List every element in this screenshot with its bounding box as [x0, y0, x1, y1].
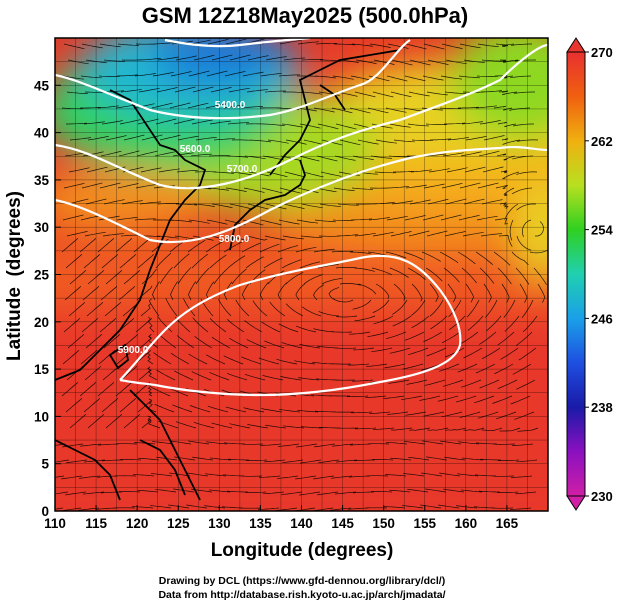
y-tick-label: 20 [34, 315, 49, 330]
y-axis: 0 5 10 15 20 25 30 35 40 45 [34, 78, 61, 519]
colorbar-label: 254 [591, 223, 613, 238]
colorbar: 230 238 246 254 262 270 [566, 37, 613, 511]
coastline [55, 439, 121, 501]
colorbar-bottom-triangle [566, 495, 586, 511]
colorbar-label: 262 [591, 134, 613, 149]
x-tick-label: 145 [331, 516, 354, 531]
coastlines [55, 49, 401, 501]
colorbar-label: 230 [591, 489, 613, 504]
x-axis-label: Longitude (degrees) [211, 540, 394, 561]
x-axis: 110 115 120 125 130 135 140 145 150 155 160 165 [44, 505, 519, 531]
contour-label: 5800.0 [219, 234, 250, 245]
colorbar-label: 270 [591, 45, 613, 60]
contour-label: 5900.0 [118, 345, 149, 356]
footer-credit-line2: Data from http://database.rish.kyoto-u.a… [158, 589, 445, 601]
colorbar-label: 246 [591, 311, 613, 326]
height-contour-line [119, 254, 462, 397]
coastline [55, 89, 207, 381]
height-contour-line [164, 38, 311, 48]
height-contour-line [55, 43, 548, 190]
y-tick-label: 0 [41, 504, 49, 519]
height-contour-line [55, 145, 548, 244]
height-contour-line [55, 39, 411, 120]
y-tick-label: 45 [34, 78, 50, 93]
x-tick-label: 140 [290, 516, 313, 531]
x-tick-label: 165 [496, 516, 519, 531]
x-tick-label: 135 [249, 516, 272, 531]
x-tick-label: 130 [208, 516, 231, 531]
y-tick-label: 35 [34, 173, 50, 188]
footer-credit-line1: Drawing by DCL (https://www.gfd-dennou.o… [159, 575, 445, 587]
contour-label: 5600.0 [180, 144, 211, 155]
grid-lines [55, 38, 548, 511]
x-tick-label: 155 [413, 516, 436, 531]
chart-title: GSM 12Z18May2025 (500.0hPa) [142, 3, 469, 28]
x-tick-label: 150 [372, 516, 395, 531]
x-tick-label: 125 [167, 516, 190, 531]
colorbar-bar [566, 51, 586, 497]
y-tick-label: 5 [41, 457, 49, 472]
colorbar-top-triangle [566, 37, 586, 53]
x-tick-label: 115 [85, 516, 107, 531]
y-tick-label: 15 [34, 362, 50, 377]
x-tick-label: 120 [126, 516, 149, 531]
contour-label: 5700.0 [227, 164, 258, 175]
height-contours: 5400.0 5600.0 5700.0 5800.0 5900.0 [55, 38, 548, 397]
x-tick-label: 110 [44, 516, 66, 531]
coastline [129, 389, 201, 501]
colorbar-label: 238 [591, 400, 613, 415]
coastline [108, 343, 129, 370]
coastline [269, 49, 401, 176]
coastline [139, 439, 186, 496]
y-tick-label: 30 [34, 220, 49, 235]
y-axis-label: Latitude (degrees) [4, 191, 25, 361]
y-tick-label: 25 [34, 268, 50, 283]
x-tick-label: 160 [455, 516, 478, 531]
temperature-field [55, 38, 548, 511]
coastline [229, 159, 306, 251]
contour-label: 5400.0 [215, 100, 246, 111]
y-tick-label: 40 [34, 126, 49, 141]
y-tick-label: 10 [34, 409, 49, 424]
